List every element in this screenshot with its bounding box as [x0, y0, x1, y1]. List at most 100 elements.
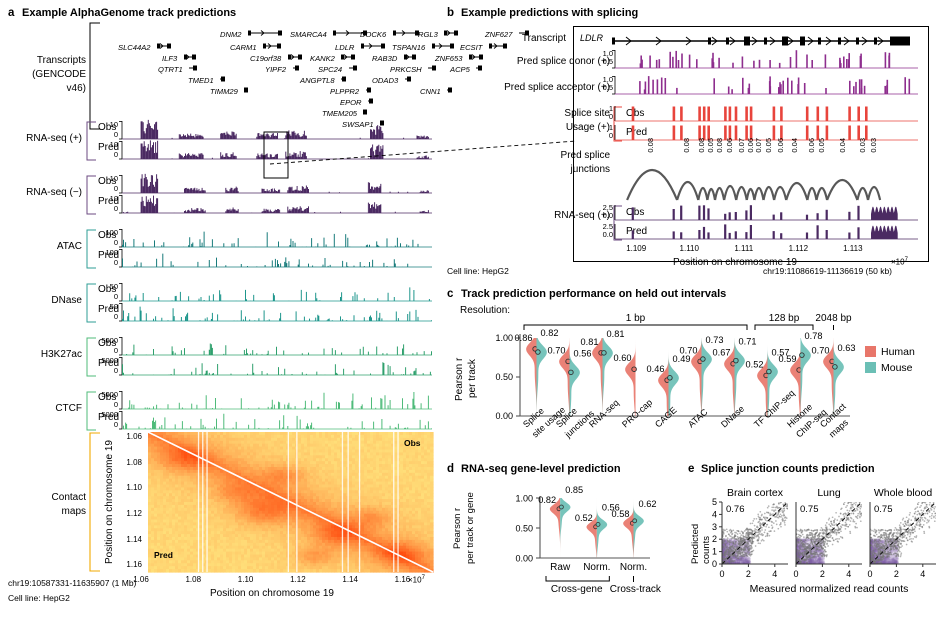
junctions-label-l1: Pred splice: [560, 150, 610, 161]
contact-xtick: 1.08: [185, 575, 202, 584]
panel-b-xtick: 1.109: [626, 244, 647, 253]
gene-name-text: ECSIT: [460, 43, 483, 52]
panel-d-violin-human-1: [586, 498, 597, 558]
track-group-label-rna-seq----: RNA-seq (+): [26, 133, 82, 144]
track-signal-atac-obs: [119, 229, 432, 248]
gene-label-swsap1: SWSAP1: [342, 114, 388, 132]
cross-gene-label: Cross-gene: [551, 584, 603, 595]
track-ymax-label: 10: [109, 194, 118, 203]
track-group-label-dnase: DNase: [51, 295, 82, 306]
gene-label-odad3: ODAD3: [372, 70, 415, 88]
contact-xaxis-exponent: ×107: [408, 575, 425, 585]
gene-label-carm1: CARM1: [230, 37, 285, 55]
zoom-region-box: [263, 131, 289, 179]
gene-label-c19orf38: C19orf38: [250, 48, 306, 66]
gene-model-glyph: [392, 29, 419, 36]
track-group-label-h3k27ac: H3K27ac: [40, 349, 82, 360]
panel-b-xtick: 1.110: [679, 244, 699, 253]
track-row-label-pred: Pred: [98, 412, 120, 423]
panel-e-scatter-points-0: [722, 502, 788, 564]
gene-annotation-area: DNM2 SMARCA4 DOCK6 RGL3 ZNF627 SLC44A2 C…: [100, 24, 529, 132]
violin-median-mouse-5: [700, 356, 706, 362]
panel-b-xtick: 1.112: [788, 244, 809, 253]
junction-value: 0.04: [838, 138, 848, 153]
track-ymax-label: 10: [109, 120, 118, 129]
track-row-label-pred: Pred: [98, 250, 120, 261]
panel-e-xtick: 0: [793, 569, 798, 579]
gene-name-text: ODAD3: [372, 76, 399, 85]
gene-label-ilf3: ILF3: [162, 48, 200, 66]
gene-name-text: TIMM29: [210, 87, 238, 96]
track-signal-dnase-pred: [119, 303, 432, 322]
violin-value-label: 0.70: [812, 345, 830, 355]
transcripts-label-line1: Transcripts: [36, 55, 86, 66]
junction-value: 0.03: [857, 138, 867, 153]
resolution-label: Resolution:: [460, 305, 511, 316]
gene-model-glyph: [183, 53, 196, 60]
track-bracket-4: [86, 337, 96, 377]
resolution-group-label-1: 128 bp: [769, 313, 800, 324]
track-row-label-pred: Pred: [98, 304, 120, 315]
junction-value: 0.03: [869, 138, 879, 153]
track-row-label-obs: Obs: [98, 392, 117, 403]
splice-usage-ymax-1: 1: [608, 123, 613, 132]
panel-b-xaxis-title: Position on chromosome 19: [673, 257, 797, 268]
panel-b-xtick: 1.111: [734, 244, 754, 253]
panel-e-scatter-charts: Brain cortex 0.76 0 2 4 0 1 2 3 4 5 Lung 0.75 0 2 4 Whol…: [688, 472, 945, 622]
violin-value-label: 0.59: [779, 354, 797, 364]
gene-name-text: DNM2: [220, 30, 242, 39]
gene-label-tspan16: TSPAN16: [392, 37, 458, 55]
gene-label-rab3d: RAB3D: [372, 48, 420, 66]
violin-human-2: [592, 338, 603, 416]
junction-value: 0.04: [790, 138, 800, 153]
violin-value-label: 0.70: [680, 345, 698, 355]
gene-label-ecsit: ECSIT: [460, 37, 511, 55]
ldlr-transcript-model: [612, 36, 910, 46]
violin-mouse-5: [701, 338, 712, 416]
violin-human-6: [724, 338, 735, 416]
violin-human-7: [757, 338, 768, 416]
panel-c-violin-chart: 0.00 0.50 1.00 0.86 0.82 0.70 0.56 0.81 0.81 0.60…: [440, 300, 945, 450]
panel-c-ytick: 0.00: [495, 411, 513, 421]
panel-d-value-label: 0.52: [575, 513, 593, 523]
violin-value-label: 0.82: [541, 328, 559, 338]
track-ymax-label: 5000: [101, 390, 118, 399]
violin-human-3: [625, 338, 636, 416]
track-row-label-obs: Obs: [98, 230, 117, 241]
gene-model-glyph: [365, 87, 371, 93]
gene-name-text: ACP5: [450, 65, 470, 74]
track-signal-h3k27ac-pred: [119, 357, 432, 376]
panel-d-svg: 0.00 0.50 1.00 0.82 0.85 Raw 0.52 0.56 Norm. 0.58…: [515, 485, 661, 595]
panel-d-violin-mouse-2: [633, 498, 644, 558]
panel-d-violin-human-2: [623, 498, 634, 558]
gene-label-acp5: ACP5: [450, 59, 486, 77]
gene-name-text: EPOR: [340, 98, 362, 107]
gene-model-glyph: [431, 42, 454, 49]
gene-name-text: YIPF2: [265, 65, 287, 74]
violin-median-mouse-0: [535, 349, 541, 355]
panel-e-title: Splice junction counts prediction: [701, 463, 875, 475]
track-ymax-label: 10: [109, 174, 118, 183]
contact-xtick: 1.10: [237, 575, 254, 584]
junction-value: 0.06: [775, 138, 785, 153]
contact-map-obs-tag: Obs: [404, 438, 421, 448]
panel-c-title: Track prediction performance on held out…: [461, 288, 727, 300]
gene-name-text: SPC24: [318, 65, 343, 74]
gene-label-slc44a2: SLC44A2: [118, 37, 175, 55]
contact-ytick: 1.08: [126, 457, 142, 467]
junction-value: 0.05: [764, 138, 773, 153]
splice-usage-label-l1: Splice site: [564, 108, 610, 119]
panel-c-ylabel-0: Pearson r: [454, 357, 465, 401]
contact-maps-label-line2: maps: [61, 506, 86, 517]
panel-d-value-label: 0.58: [612, 509, 630, 519]
gene-name-text: DOCK6: [360, 30, 387, 39]
panel-b-xtick: 1.113: [843, 244, 863, 253]
gene-label-prkcsh: PRKCSH: [390, 59, 440, 77]
violin-value-label: 0.70: [548, 345, 566, 355]
violin-value-label: 0.56: [574, 348, 592, 358]
ldlr-gene-label: LDLR: [580, 33, 604, 43]
gene-label-plppr2: PLPPR2: [330, 81, 375, 99]
contact-xaxis-title: Position on chromosome 19: [210, 588, 334, 599]
track-group-label-atac: ATAC: [56, 241, 82, 252]
track-signal-rna-seq-----pred: [119, 140, 432, 160]
